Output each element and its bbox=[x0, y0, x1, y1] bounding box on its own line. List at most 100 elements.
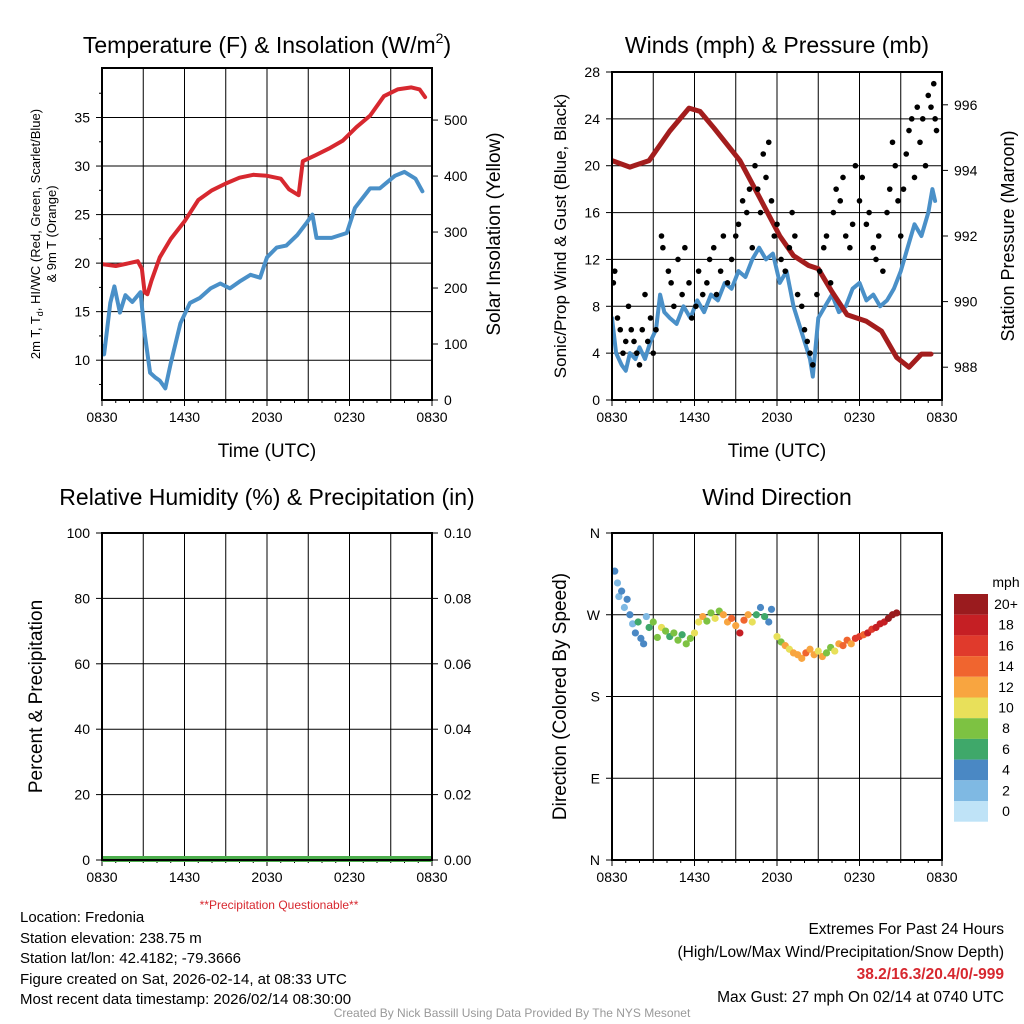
extremes-title: Extremes For Past 24 Hours bbox=[808, 921, 1004, 938]
y-right-tick-label: 0.08 bbox=[444, 590, 471, 606]
direction-point bbox=[618, 587, 626, 595]
gust-point bbox=[660, 244, 666, 251]
x-tick-label: 2030 bbox=[761, 409, 792, 425]
gust-point bbox=[804, 338, 811, 345]
x-tick-label: 1430 bbox=[679, 409, 710, 425]
x-tick-label: 0830 bbox=[86, 869, 117, 885]
gust-point bbox=[771, 233, 778, 239]
gust-point bbox=[884, 209, 890, 216]
y-tick-label: W bbox=[587, 607, 601, 623]
direction-point bbox=[620, 603, 628, 612]
gust-point bbox=[863, 221, 870, 228]
gust-point bbox=[693, 303, 699, 310]
y-axis-label: Direction (Colored By Speed) bbox=[550, 573, 571, 820]
gust-point bbox=[922, 162, 929, 169]
y-tick-label: 24 bbox=[584, 111, 600, 127]
x-tick-label: 0830 bbox=[596, 409, 627, 425]
gust-point bbox=[856, 198, 863, 204]
y-tick-label: 0 bbox=[592, 392, 600, 408]
direction-point bbox=[623, 595, 631, 603]
gust-point bbox=[757, 209, 764, 216]
created-text: Figure created on Sat, 2026-02-14, at 08… bbox=[20, 970, 347, 988]
gust-point bbox=[639, 326, 646, 333]
y-tick-label: 10 bbox=[74, 352, 90, 368]
y-tick-label: 4 bbox=[592, 345, 600, 361]
y-axis-label: Sonic/Prop Wind & Gust (Blue, Black) bbox=[551, 94, 570, 378]
direction-point bbox=[806, 645, 814, 653]
gust-point bbox=[911, 174, 918, 181]
direction-point bbox=[674, 636, 682, 644]
y-tick-label: 12 bbox=[584, 251, 600, 267]
direction-point bbox=[814, 647, 822, 655]
plot-data bbox=[612, 567, 901, 662]
gust-point bbox=[933, 127, 940, 134]
direction-point bbox=[615, 592, 623, 601]
gust-point bbox=[728, 256, 735, 263]
y-tick-label: 40 bbox=[74, 721, 90, 737]
y-tick-label: 20 bbox=[74, 787, 90, 803]
gust-point bbox=[732, 233, 739, 239]
gust-point bbox=[617, 326, 624, 333]
direction-point bbox=[631, 629, 639, 637]
colorbar-title: mph bbox=[992, 574, 1019, 590]
plot-data bbox=[102, 85, 428, 391]
gust-point bbox=[794, 291, 801, 298]
colorbar-label: 0 bbox=[1002, 803, 1010, 819]
gust-point bbox=[631, 338, 637, 345]
chart-title: Wind Direction bbox=[702, 484, 852, 510]
timestamp-text: Most recent data timestamp: 2026/02/14 0… bbox=[20, 991, 352, 1008]
gust-point bbox=[870, 244, 877, 251]
location-text: Location: Fredonia bbox=[20, 909, 145, 926]
y-right-tick-label: 0.10 bbox=[444, 525, 471, 541]
gust-point bbox=[897, 233, 904, 239]
series-line-wind-chill bbox=[102, 169, 425, 391]
y-right-tick-label: 0.00 bbox=[444, 852, 471, 868]
gust-point bbox=[919, 116, 926, 122]
gust-point bbox=[765, 139, 772, 146]
gust-point bbox=[749, 244, 756, 251]
gust-point bbox=[789, 209, 795, 216]
colorbar-label: 12 bbox=[998, 679, 1014, 695]
direction-point bbox=[756, 603, 765, 612]
gust-point bbox=[875, 233, 882, 239]
direction-point bbox=[637, 634, 645, 642]
direction-point bbox=[847, 640, 855, 648]
direction-point bbox=[893, 609, 901, 617]
x-tick-label: 0830 bbox=[596, 869, 627, 885]
gust-point bbox=[695, 268, 702, 274]
gust-point bbox=[837, 198, 844, 204]
direction-point bbox=[662, 627, 670, 635]
gust-point bbox=[665, 268, 672, 274]
direction-point bbox=[752, 611, 760, 619]
gust-point bbox=[820, 244, 827, 251]
series-line-pressure bbox=[612, 105, 934, 370]
x-tick-label: 1430 bbox=[169, 869, 200, 885]
gust-point bbox=[917, 139, 923, 146]
y-right-tick-label: 100 bbox=[444, 336, 468, 352]
gust-point bbox=[895, 198, 901, 204]
y-right-tick-label: 996 bbox=[954, 97, 978, 113]
extremes-subtitle: (High/Low/Max Wind/Precipitation/Snow De… bbox=[677, 943, 1005, 961]
y-right-tick-label: 994 bbox=[954, 162, 978, 178]
chart-title-superscript: 2 bbox=[436, 30, 444, 46]
extremes-block: Extremes For Past 24 Hours (High/Low/Max… bbox=[678, 919, 1005, 1009]
gust-point bbox=[932, 116, 938, 122]
gust-point bbox=[807, 350, 813, 356]
gust-point bbox=[809, 362, 816, 368]
direction-point bbox=[686, 634, 694, 642]
direction-point bbox=[767, 605, 776, 613]
chart-panel-3: Relative Humidity (%) & Precipitation (i… bbox=[26, 484, 475, 912]
x-tick-label: 1430 bbox=[169, 409, 200, 425]
direction-point bbox=[831, 647, 839, 655]
colorbar-swatch bbox=[954, 759, 988, 781]
gust-point bbox=[792, 233, 798, 239]
colorbar-label: 6 bbox=[1002, 741, 1010, 757]
direction-point bbox=[744, 611, 752, 619]
gust-point bbox=[816, 268, 823, 274]
gust-point bbox=[620, 350, 626, 356]
station-info: Location: Fredonia Station elevation: 23… bbox=[20, 908, 351, 1011]
y-tick-label: 25 bbox=[74, 207, 90, 223]
gust-point bbox=[859, 174, 866, 181]
gust-point bbox=[830, 209, 837, 216]
colorbar-swatch bbox=[954, 801, 988, 822]
